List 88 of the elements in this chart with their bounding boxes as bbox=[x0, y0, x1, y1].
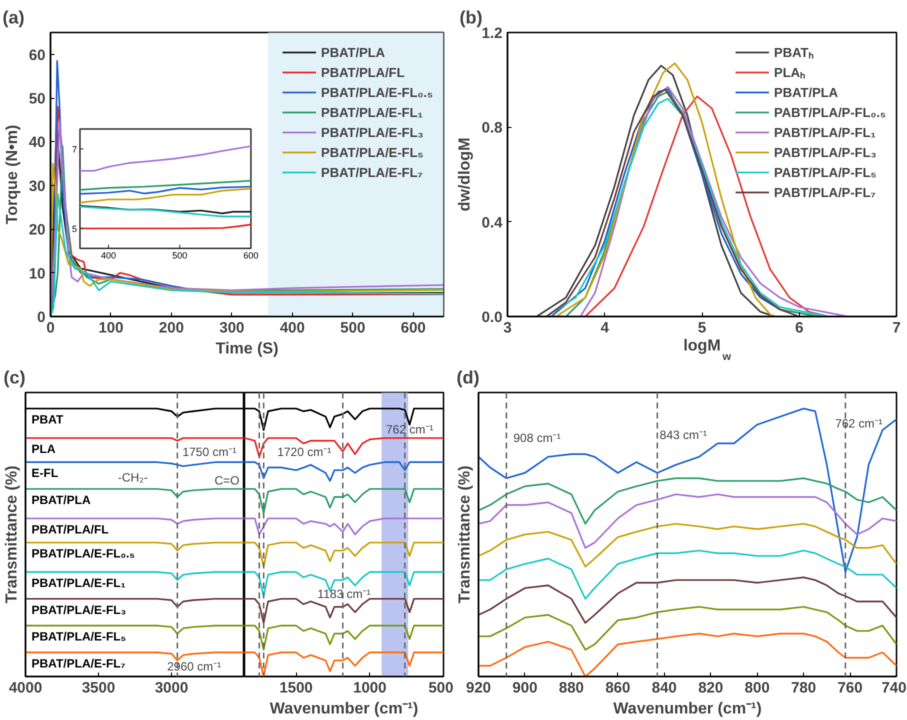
y-tick-label: 10 bbox=[28, 265, 46, 282]
series-label: PBAT bbox=[32, 412, 64, 427]
legend-label: PABT/PLA/P-FL₇ bbox=[774, 184, 876, 200]
x-tick-label: 840 bbox=[652, 680, 677, 696]
legend-label: PBAT/PLA/E-FL₁ bbox=[321, 104, 423, 120]
annotation: 908 cm⁻¹ bbox=[513, 430, 561, 445]
annotation: 1750 cm⁻¹ bbox=[182, 445, 236, 460]
y-tick-label: 0.4 bbox=[482, 214, 504, 232]
x-tick-label: 600 bbox=[400, 320, 426, 336]
x-tick-label: 500 bbox=[172, 250, 188, 260]
series-label: PBAT/PLA/E-FL₅ bbox=[32, 630, 126, 644]
series-label: E-FL bbox=[32, 466, 58, 480]
x-tick-label: 400 bbox=[280, 320, 305, 336]
x-axis-title: Wavenumber (cm⁻¹) bbox=[613, 700, 762, 718]
x-tick-label: 7 bbox=[892, 320, 901, 336]
legend-label: PBAT/PLA/E-FL₀.₅ bbox=[321, 84, 433, 100]
legend-label: PLAₕ bbox=[774, 64, 806, 81]
y-axis-title: Transmittance (%) bbox=[456, 466, 474, 604]
x-tick-label: 900 bbox=[512, 680, 538, 696]
legend-label: PBAT/PLA/E-FL₇ bbox=[321, 164, 423, 180]
annotation: -CH₂- bbox=[118, 470, 148, 485]
legend-label: PABT/PLA/P-FL₃ bbox=[774, 144, 877, 160]
chart-title: (c) bbox=[4, 368, 26, 388]
x-axis-title: Time (S) bbox=[216, 340, 278, 358]
x-tick-label: 860 bbox=[605, 680, 630, 696]
chart-title: (a) bbox=[2, 8, 25, 28]
chart-title: (b) bbox=[460, 8, 482, 28]
legend-label: PBATₕ bbox=[774, 44, 814, 61]
x-tick-label: 760 bbox=[838, 680, 863, 696]
legend-label: PBAT/PLA/E-FL₅ bbox=[321, 144, 424, 160]
y-tick-label: 30 bbox=[28, 178, 46, 195]
annotation: 762 cm⁻¹ bbox=[835, 416, 883, 431]
x-tick-label: 6 bbox=[795, 320, 804, 336]
series-label: PBAT/PLA bbox=[32, 492, 91, 507]
y-axis-title: Torque (N•m) bbox=[4, 124, 21, 224]
series-label: PBAT/PLA/FL bbox=[32, 522, 109, 536]
x-tick-label: 100 bbox=[98, 320, 124, 336]
y-tick-label: 0.8 bbox=[482, 120, 503, 137]
legend-label: PABT/PLA/P-FL₀.₅ bbox=[774, 104, 886, 120]
series-label: PBAT/PLA/E-FL₇ bbox=[32, 656, 126, 670]
x-tick-label: 4000 bbox=[8, 680, 42, 696]
legend-label: PBAT/PLA/FL bbox=[321, 64, 405, 80]
y-tick-label: 0.0 bbox=[482, 309, 503, 326]
chart-title: (d) bbox=[456, 368, 480, 388]
x-tick-label: 3 bbox=[503, 320, 512, 336]
x-tick-label: 800 bbox=[744, 680, 770, 696]
y-tick-label: 40 bbox=[28, 134, 46, 152]
y-axis-title: dw/dlogM bbox=[456, 138, 474, 212]
annotation: 1183 cm⁻¹ bbox=[317, 587, 371, 602]
x-tick-label: 600 bbox=[243, 250, 258, 260]
y-tick-label: 20 bbox=[28, 222, 46, 239]
series-label: PBAT/PLA/E-FL₀.₅ bbox=[32, 546, 135, 561]
x-tick-label: 400 bbox=[100, 250, 116, 260]
x-tick-label: 740 bbox=[881, 680, 907, 696]
annotation: 2960 cm⁻¹ bbox=[167, 660, 222, 674]
x-tick-label: 4 bbox=[600, 320, 610, 336]
x-tick-label: 500 bbox=[340, 320, 366, 336]
legend-label: PBAT/PLA/E-FL₃ bbox=[321, 124, 424, 140]
legend-label: PABT/PLA/P-FL₅ bbox=[774, 164, 877, 180]
x-tick-label: 920 bbox=[466, 680, 492, 696]
x-tick-label: 1000 bbox=[353, 680, 386, 696]
x-tick-label: 500 bbox=[428, 680, 454, 696]
x-tick-label: 880 bbox=[558, 680, 584, 696]
y-tick-label: 1.2 bbox=[482, 25, 503, 42]
annotation: 843 cm⁻¹ bbox=[660, 428, 708, 442]
legend-label: PBAT/PLA bbox=[321, 44, 386, 60]
x-tick-label: 820 bbox=[698, 680, 724, 696]
legend-label: PBAT/PLA bbox=[774, 84, 838, 100]
x-axis-title: Wavenumber (cm⁻¹) bbox=[270, 700, 418, 718]
annotation: 762 cm⁻¹ bbox=[386, 422, 434, 436]
x-tick-label: 300 bbox=[219, 320, 244, 336]
x-tick-label: 200 bbox=[158, 320, 184, 336]
x-tick-label: 3500 bbox=[82, 680, 116, 696]
y-tick-label: 60 bbox=[28, 46, 46, 64]
series-label: PLA bbox=[32, 442, 56, 456]
y-axis-title: Transmittance (%) bbox=[4, 466, 20, 604]
annotation: C=O bbox=[214, 474, 240, 488]
x-tick-label: 1500 bbox=[279, 680, 313, 696]
x-tick-label: 5 bbox=[698, 320, 706, 336]
legend-label: PABT/PLA/P-FL₁ bbox=[774, 124, 876, 140]
x-tick-label: 780 bbox=[791, 680, 816, 696]
x-axis-title: logMw bbox=[672, 338, 732, 363]
series-label: PBAT/PLA/E-FL₃ bbox=[32, 602, 126, 617]
x-tick-label: 3000 bbox=[154, 680, 188, 696]
y-tick-label: 0 bbox=[37, 309, 46, 326]
annotation: 1720 cm⁻¹ bbox=[277, 445, 332, 460]
series-label: PBAT/PLA/E-FL₁ bbox=[32, 576, 126, 590]
y-tick-label: 50 bbox=[28, 90, 46, 108]
